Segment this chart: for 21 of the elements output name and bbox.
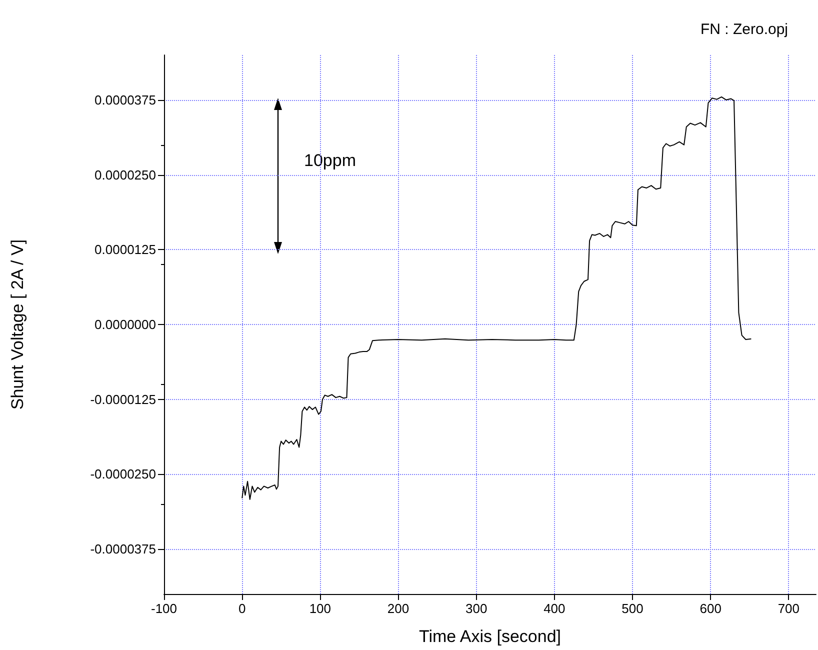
y-tick-label: -0.0000250 — [90, 466, 156, 482]
x-tick-label: 200 — [387, 601, 410, 616]
x-tick-label: 600 — [700, 601, 722, 616]
x-tick-label: 100 — [309, 601, 332, 616]
y-tick-label: 0.0000125 — [94, 242, 156, 258]
y-axis-title: Shunt Voltage [ 2A / V] — [8, 239, 27, 410]
x-tick-label: 300 — [465, 601, 488, 616]
annotation: 10ppm — [304, 151, 356, 170]
x-axis-title: Time Axis [second] — [418, 627, 562, 646]
y-tick-label: 0.0000375 — [94, 92, 156, 108]
x-tick-label: 700 — [778, 601, 800, 616]
x-tick-label: -100 — [150, 601, 178, 616]
text: FN : Zero.opj — [700, 21, 788, 38]
y-tick-label: 0.0000000 — [94, 317, 156, 332]
y-tick-label: 0.0000250 — [94, 167, 156, 182]
x-tick-label: 400 — [544, 601, 566, 616]
y-tick-label: -0.0000375 — [90, 542, 156, 557]
x-tick-label: 500 — [622, 601, 644, 616]
x-tick-label: 0 — [238, 601, 246, 616]
line-series — [242, 96, 752, 500]
y-tick-label: -0.0000125 — [90, 392, 156, 407]
